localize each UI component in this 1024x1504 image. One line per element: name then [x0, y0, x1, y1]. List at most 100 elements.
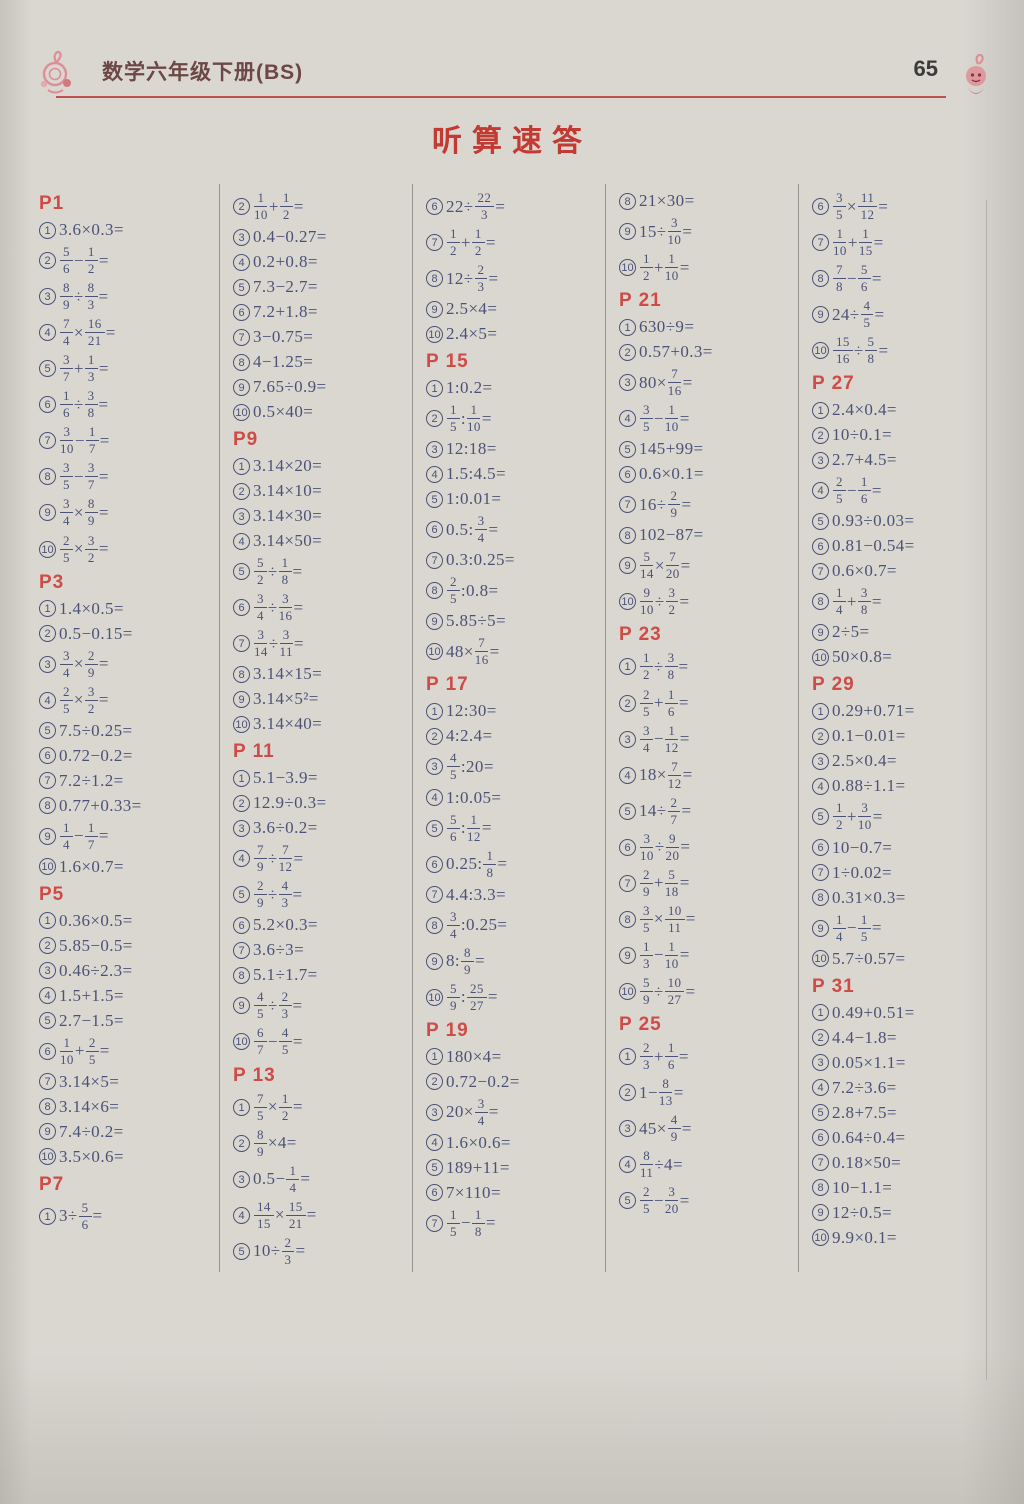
problem-number: 6	[233, 599, 250, 617]
expression-text: 3.14×50=	[253, 531, 323, 551]
problem-number: 5	[426, 490, 443, 508]
problem-expression: 2 5 × 3 2 =	[59, 684, 109, 716]
problem-expression: 1.4×0.5=	[59, 599, 124, 619]
problem-number: 4	[233, 1206, 250, 1224]
expression-text: =	[878, 196, 889, 216]
fraction: 1 10	[833, 227, 847, 258]
expression-text: ÷	[268, 633, 279, 653]
fraction-numerator: 2	[640, 1185, 653, 1202]
problem-number: 1	[426, 379, 443, 397]
problem-number: 8	[426, 582, 443, 600]
problem-expression: 9 10 ÷ 3 2 =	[639, 586, 689, 617]
expression-text: 24÷	[832, 304, 860, 324]
problem-expression: 2.4×0.4=	[832, 400, 897, 420]
problem-expression: 1÷0.02=	[832, 863, 892, 883]
fraction-numerator: 1	[467, 403, 481, 420]
expression-text: 1:0.05=	[446, 787, 502, 807]
fraction: 5 14	[640, 550, 654, 581]
expression-text: 5.2×0.3=	[253, 915, 318, 935]
problem-row: 7 0.18×50=	[812, 1153, 991, 1173]
problem-row: 8 7 8−5 6 =	[812, 263, 991, 294]
fraction-numerator: 15	[285, 1199, 306, 1216]
fraction-numerator: 1	[467, 812, 481, 829]
problem-expression: 12:30=	[446, 701, 497, 721]
fraction-denominator: 6	[860, 279, 868, 295]
problem-row: 10 9.9×0.1=	[812, 1228, 991, 1248]
fraction-denominator: 12	[667, 775, 682, 791]
fraction-denominator: 4	[257, 608, 264, 624]
fraction-numerator: 2	[278, 990, 292, 1007]
problem-row: 2 1− 8 13 =	[619, 1077, 798, 1108]
fraction-numerator: 1	[447, 227, 460, 244]
expression-text: :	[460, 987, 467, 1007]
problem-number: 2	[233, 1134, 250, 1152]
fraction: 3 10	[60, 425, 74, 456]
problem-row: 5 5 6:1 12 =	[426, 812, 605, 844]
fraction-numerator: 8	[84, 497, 98, 514]
problem-number: 1	[812, 702, 829, 720]
expression-text: ÷	[73, 286, 84, 306]
fraction-denominator: 2	[643, 667, 650, 683]
problem-row: 2 10÷0.1=	[812, 425, 991, 445]
expression-text: 1:0.2=	[446, 378, 493, 398]
problem-expression: 1 10 +1 2 =	[253, 190, 304, 222]
problem-number: 2	[812, 727, 829, 745]
problem-row: 10 2 5 × 3 2 =	[39, 533, 219, 565]
expression-text: 16÷	[639, 494, 667, 514]
fraction: 11 12	[857, 190, 878, 222]
problem-expression: 80× 7 16 =	[639, 367, 693, 398]
fraction-numerator: 22	[474, 190, 495, 208]
problem-expression: 4.4−1.8=	[832, 1028, 897, 1048]
fraction-numerator: 3	[640, 903, 653, 920]
fraction: 1 10	[467, 403, 481, 434]
fraction: 15 16	[833, 335, 853, 366]
fraction: 8 11	[640, 1149, 654, 1180]
expression-text: 4:2.4=	[446, 726, 493, 746]
problem-expression: 45× 4 9 =	[639, 1113, 692, 1144]
problem-number: 3	[233, 507, 250, 525]
problem-row: 2 1 10 +1 2 =	[233, 190, 412, 222]
section-header: P 29	[812, 674, 855, 696]
fraction-numerator: 5	[864, 335, 878, 352]
fraction-denominator: 3	[281, 1006, 289, 1022]
expression-text: 20×	[446, 1102, 474, 1122]
column-1: P1 1 3.6×0.3= 2 5 6−1 2 = 3 8 9 ÷ 8 3 = 4 7 4 × 16 21 = 5 3 7 +1 3…	[26, 184, 219, 1272]
problem-expression: 3.14×10=	[253, 481, 322, 501]
problem-row: 8 1 4 +3 8 =	[812, 586, 991, 617]
problem-expression: 1.6×0.6=	[446, 1133, 511, 1153]
expression-text: ×	[73, 502, 84, 522]
fraction-denominator: 3	[477, 279, 485, 295]
fraction: 7 12	[279, 843, 293, 874]
expression-text: −	[653, 408, 664, 428]
expression-text: 4−1.25=	[253, 352, 314, 372]
fraction-denominator: 5	[63, 700, 70, 716]
expression-text: =	[682, 372, 693, 392]
problem-number: 9	[233, 690, 250, 708]
fraction-numerator: 10	[664, 975, 685, 993]
problem-row: 3 12:18=	[426, 439, 605, 459]
problem-row: 2 3.14×10=	[233, 481, 412, 501]
problem-row: 8 3 5 × 10 11 =	[619, 903, 798, 935]
problem-expression: 2 5−1 6 =	[832, 475, 882, 506]
fraction-numerator: 2	[254, 879, 267, 896]
expression-text: 0.18×50=	[832, 1152, 902, 1172]
fraction-denominator: 5	[257, 1107, 264, 1123]
problem-row: 10 9 10 ÷ 3 2 =	[619, 586, 798, 617]
fraction-denominator: 2	[643, 268, 650, 284]
problem-number: 8	[812, 270, 829, 288]
problem-number: 1	[812, 401, 829, 419]
problem-expression: 7.3−2.7=	[253, 277, 318, 297]
problem-row: 3 0.5− 1 4 =	[233, 1163, 412, 1195]
fraction: 7 12	[667, 759, 682, 791]
problem-expression: 2 9 ÷ 4 3 =	[253, 879, 303, 910]
problem-row: 10 5 9 ÷ 10 27 =	[619, 975, 798, 1007]
problem-expression: 7.2÷3.6=	[832, 1078, 897, 1098]
problem-expression: 3 14 ÷ 3 11 =	[253, 628, 304, 659]
expression-text: 15÷	[639, 221, 667, 241]
fraction-numerator: 8	[254, 1127, 267, 1144]
